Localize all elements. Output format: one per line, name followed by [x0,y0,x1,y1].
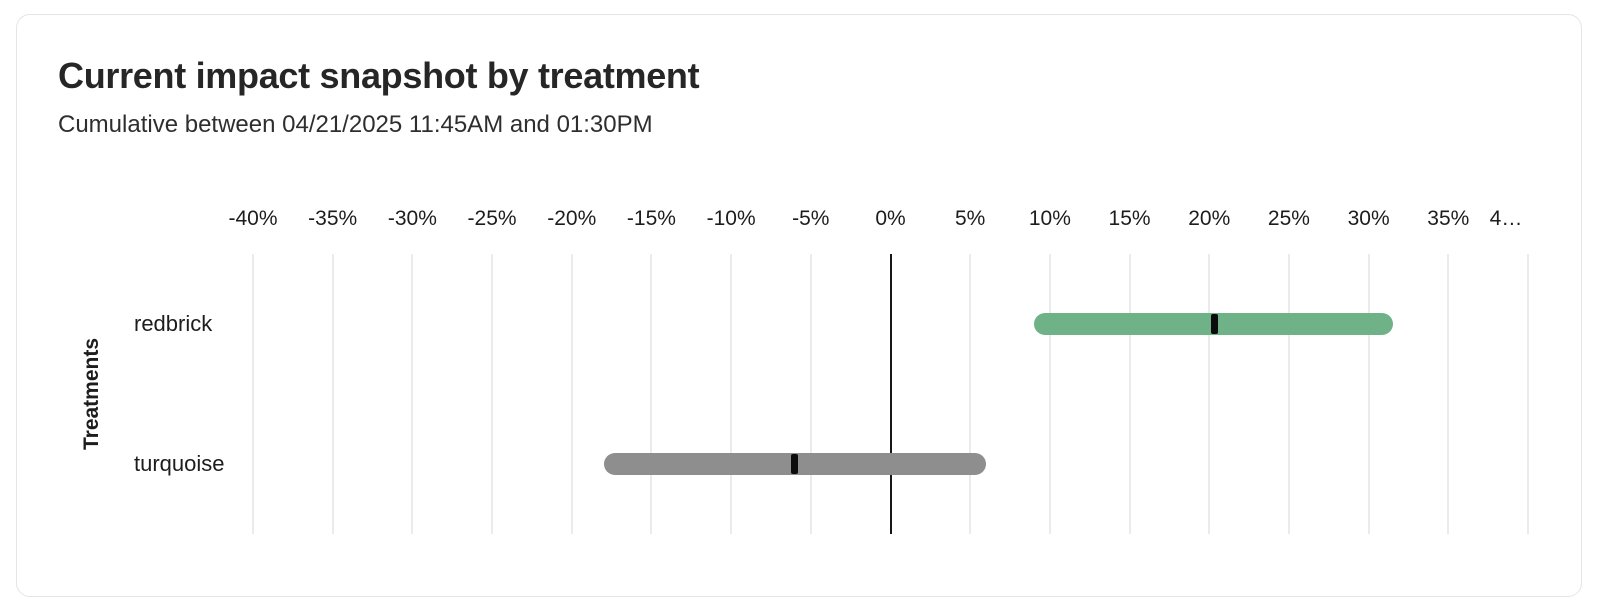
x-tick-label: 25% [1267,207,1310,230]
chart-subtitle: Cumulative between 04/21/2025 11:45AM an… [58,111,653,138]
x-tick-label: 20% [1188,207,1231,230]
x-grid-line [969,254,972,534]
x-tick-label: -40% [228,207,278,230]
x-tick-label: -20% [547,207,597,230]
x-grid-line [1128,254,1131,534]
x-tick-label: 0% [875,207,906,230]
range-bar-turquoise[interactable] [603,453,987,475]
x-tick-label: -30% [387,207,437,230]
x-tick-label: 35% [1427,207,1470,230]
plot-area: Treatments -40% -35% -30% -25% -20% -15% -10% -… [17,15,1581,596]
category-label-redbrick: redbrick [134,311,213,336]
x-tick-label: -25% [467,207,517,230]
range-bar-redbrick[interactable] [1033,313,1393,335]
x-tick-label: 30% [1347,207,1390,230]
x-grid-line [1048,254,1051,534]
x-grid-line [491,254,494,534]
y-axis-title: Treatments [80,337,103,451]
x-tick-label: 5% [955,207,986,230]
impact-snapshot-card: Current impact snapshot by treatment Cum… [16,14,1582,597]
x-grid-line [809,254,812,534]
category-label-turquoise: turquoise [134,451,225,476]
x-grid-line [1527,254,1529,534]
x-tick-label: -10% [706,207,756,230]
x-tick-label: -5% [792,207,830,230]
x-grid-line [411,254,414,534]
x-grid-line [570,254,573,534]
x-grid-line [331,254,334,534]
x-tick-label: 10% [1028,207,1071,230]
x-grid-line [1447,254,1450,534]
x-grid-line [1367,254,1370,534]
x-grid-line [252,254,254,534]
x-grid-line [1287,254,1290,534]
midpoint-marker-redbrick [1210,314,1218,334]
x-grid-line [650,254,653,534]
x-tick-label: -15% [626,207,676,230]
chart-title: Current impact snapshot by treatment [58,55,700,96]
x-tick-label: 15% [1108,207,1151,230]
x-tick-label: -35% [308,207,358,230]
zero-line [889,254,892,534]
x-grid-line [1208,254,1211,534]
midpoint-marker-turquoise [791,454,799,474]
x-tick-label: 4… [1489,207,1523,230]
x-grid-line [730,254,733,534]
